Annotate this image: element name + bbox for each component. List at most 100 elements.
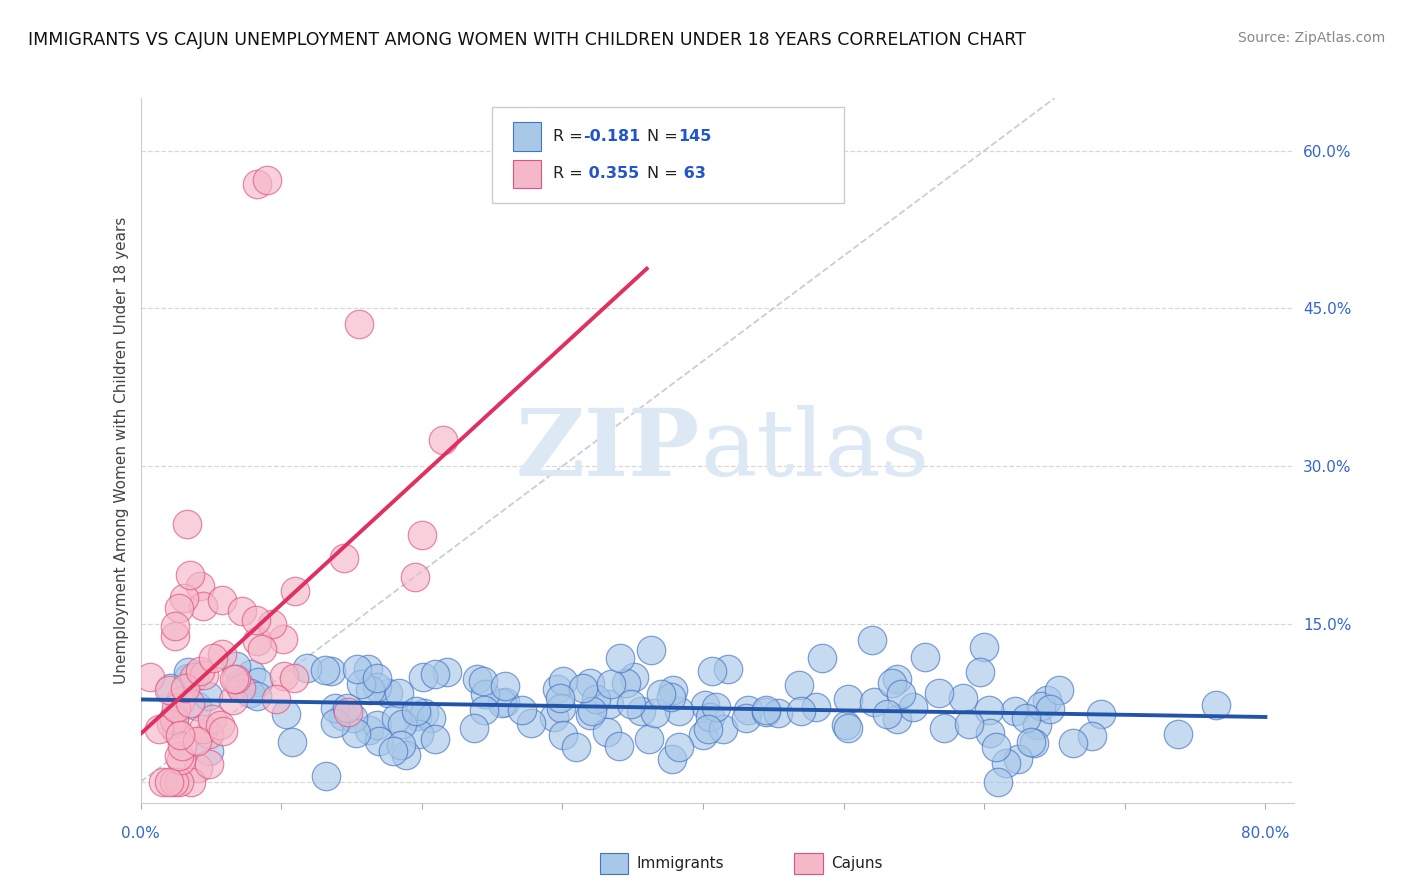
Point — [463, 722, 485, 736]
Point — [423, 731, 446, 746]
Point — [546, 681, 568, 696]
Point — [239, 667, 262, 681]
Point — [382, 744, 405, 758]
Point — [197, 689, 219, 703]
Point — [1022, 736, 1045, 750]
Point — [231, 604, 253, 618]
Point — [630, 704, 652, 718]
Point — [246, 178, 269, 192]
Point — [188, 579, 211, 593]
Text: 0.355: 0.355 — [583, 167, 640, 181]
Point — [934, 721, 956, 735]
Point — [1167, 727, 1189, 741]
Point — [200, 712, 222, 726]
Point — [368, 734, 391, 748]
Point — [420, 711, 443, 725]
Text: ZIP: ZIP — [516, 406, 700, 495]
Point — [169, 728, 191, 742]
Point — [1004, 704, 1026, 718]
Point — [1025, 718, 1047, 732]
Point — [699, 710, 721, 724]
Point — [256, 173, 278, 187]
Point — [183, 670, 205, 684]
Point — [579, 708, 602, 723]
Text: 63: 63 — [678, 167, 706, 181]
Point — [491, 696, 513, 710]
Point — [969, 665, 991, 679]
Point — [1007, 752, 1029, 766]
Text: R =: R = — [553, 167, 588, 181]
Point — [173, 681, 195, 695]
Point — [246, 689, 269, 703]
Point — [804, 700, 827, 714]
Point — [388, 686, 411, 700]
Point — [159, 717, 181, 731]
Point — [366, 680, 388, 694]
Text: Immigrants: Immigrants — [637, 856, 724, 871]
Text: N =: N = — [647, 167, 683, 181]
Point — [1205, 698, 1227, 712]
Point — [1019, 735, 1042, 749]
Point — [755, 703, 778, 717]
Point — [1015, 711, 1038, 725]
Point — [333, 551, 356, 566]
Y-axis label: Unemployment Among Women with Children Under 18 years: Unemployment Among Women with Children U… — [114, 217, 129, 684]
Point — [860, 632, 883, 647]
Text: atlas: atlas — [700, 406, 929, 495]
Point — [876, 707, 898, 722]
Point — [596, 724, 619, 739]
Point — [737, 703, 759, 717]
Point — [366, 671, 388, 685]
Point — [977, 703, 1000, 717]
Point — [986, 774, 1008, 789]
Point — [952, 691, 974, 706]
Point — [170, 739, 193, 753]
Point — [735, 711, 758, 725]
Point — [637, 732, 659, 747]
Point — [609, 650, 631, 665]
Point — [914, 649, 936, 664]
Point — [623, 670, 645, 684]
Point — [661, 752, 683, 766]
Point — [668, 704, 690, 718]
Point — [404, 569, 426, 583]
Point — [385, 711, 408, 725]
Point — [357, 723, 380, 737]
Point — [187, 761, 209, 775]
Point — [177, 665, 200, 680]
Point — [395, 747, 418, 762]
Point — [413, 706, 436, 721]
Point — [346, 662, 368, 676]
Point — [167, 600, 190, 615]
Point — [186, 734, 208, 748]
Point — [700, 664, 723, 678]
Point — [165, 724, 187, 739]
Point — [405, 704, 427, 718]
Text: 145: 145 — [678, 129, 711, 144]
Point — [766, 706, 789, 721]
Point — [212, 724, 235, 739]
Point — [159, 681, 181, 695]
Point — [585, 692, 607, 706]
Point — [837, 721, 859, 735]
Point — [170, 753, 193, 767]
Point — [152, 774, 174, 789]
Point — [176, 517, 198, 532]
Text: Source: ZipAtlas.com: Source: ZipAtlas.com — [1237, 31, 1385, 45]
Point — [389, 739, 412, 753]
Point — [863, 695, 886, 709]
Point — [579, 675, 602, 690]
Point — [225, 658, 247, 673]
Point — [274, 707, 297, 722]
Point — [1036, 693, 1059, 707]
Point — [668, 739, 690, 754]
Point — [790, 704, 813, 718]
Point — [169, 694, 191, 708]
Point — [411, 527, 433, 541]
Point — [1081, 729, 1104, 743]
Point — [336, 701, 359, 715]
Point — [1039, 702, 1062, 716]
Point — [197, 726, 219, 740]
Point — [550, 700, 572, 714]
Point — [167, 774, 190, 789]
